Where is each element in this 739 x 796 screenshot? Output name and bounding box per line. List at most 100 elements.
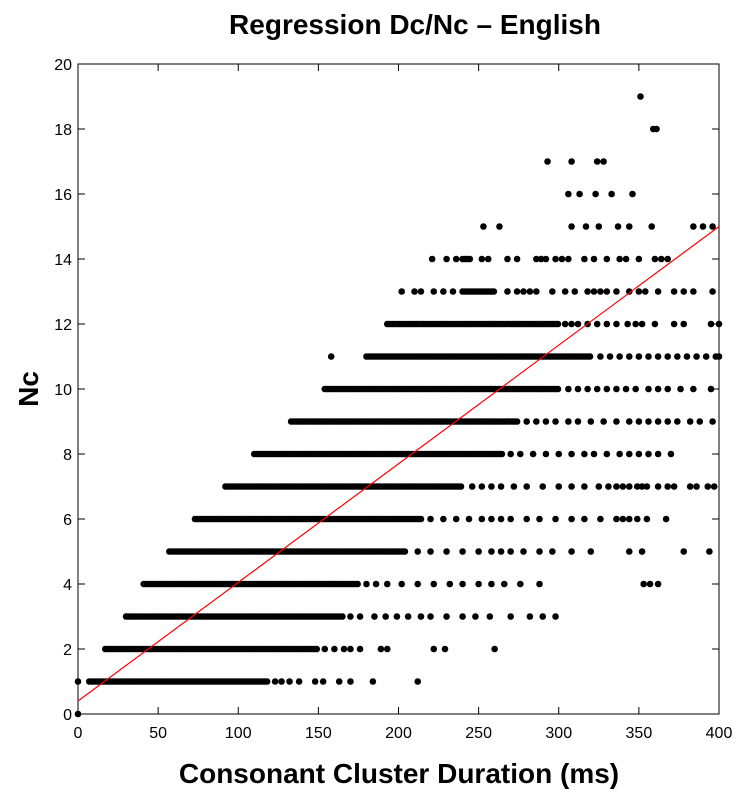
data-point bbox=[645, 385, 652, 393]
data-point bbox=[286, 678, 293, 685]
y-axis-label: Nc bbox=[13, 371, 44, 407]
data-point bbox=[430, 580, 438, 588]
data-point bbox=[523, 483, 530, 490]
data-point bbox=[398, 580, 406, 588]
x-tick-label: 400 bbox=[706, 725, 733, 742]
data-point bbox=[635, 418, 643, 425]
data-point bbox=[664, 353, 672, 360]
data-point bbox=[549, 288, 556, 295]
data-point bbox=[635, 255, 643, 263]
data-point bbox=[347, 645, 354, 653]
data-point bbox=[643, 515, 651, 523]
data-point bbox=[670, 320, 678, 328]
data-point bbox=[459, 613, 466, 620]
data-point bbox=[603, 385, 611, 393]
data-point bbox=[484, 255, 492, 263]
data-point bbox=[613, 418, 620, 425]
data-point bbox=[674, 418, 681, 425]
data-point bbox=[356, 613, 364, 620]
data-point bbox=[614, 223, 622, 230]
data-point bbox=[619, 515, 627, 523]
data-point bbox=[670, 288, 678, 295]
data-point bbox=[452, 515, 460, 523]
data-point bbox=[693, 353, 700, 360]
data-point bbox=[565, 418, 572, 425]
data-point bbox=[319, 678, 327, 685]
data-point bbox=[632, 320, 639, 328]
data-point bbox=[710, 483, 718, 490]
data-point bbox=[582, 223, 590, 230]
data-point bbox=[452, 255, 460, 263]
y-tick-label: 8 bbox=[63, 447, 72, 464]
data-point bbox=[504, 255, 511, 263]
data-point bbox=[568, 483, 575, 490]
data-point bbox=[498, 450, 506, 458]
data-point bbox=[603, 450, 611, 458]
data-point bbox=[587, 548, 595, 555]
data-point bbox=[278, 678, 285, 685]
data-point bbox=[613, 320, 620, 328]
data-point bbox=[597, 288, 604, 295]
data-point bbox=[584, 385, 591, 393]
x-tick-label: 0 bbox=[74, 725, 83, 742]
data-point bbox=[633, 515, 641, 523]
data-point bbox=[428, 255, 436, 263]
data-point bbox=[597, 515, 604, 523]
data-point bbox=[664, 255, 672, 263]
data-point bbox=[683, 353, 691, 360]
data-point bbox=[635, 450, 643, 458]
data-point bbox=[552, 255, 559, 263]
data-point bbox=[707, 320, 715, 328]
data-point bbox=[295, 678, 303, 685]
data-point bbox=[536, 515, 543, 523]
data-point bbox=[603, 288, 611, 295]
data-point bbox=[472, 613, 479, 620]
data-point bbox=[354, 580, 361, 588]
data-point bbox=[555, 450, 563, 458]
data-point bbox=[561, 320, 569, 328]
data-point bbox=[619, 483, 627, 490]
data-point bbox=[441, 645, 449, 653]
data-point bbox=[654, 450, 662, 458]
data-point bbox=[500, 580, 508, 588]
data-point bbox=[625, 548, 633, 555]
data-point bbox=[486, 613, 494, 620]
data-point bbox=[552, 418, 559, 425]
data-point bbox=[414, 548, 422, 555]
x-tick-label: 150 bbox=[305, 725, 332, 742]
data-point bbox=[554, 385, 562, 393]
data-point bbox=[507, 548, 514, 555]
data-point bbox=[427, 548, 434, 555]
data-point bbox=[709, 288, 716, 295]
data-point bbox=[590, 288, 598, 295]
data-point bbox=[404, 613, 412, 620]
data-point bbox=[542, 418, 550, 425]
data-point bbox=[507, 515, 514, 523]
data-points bbox=[74, 93, 723, 718]
data-point bbox=[622, 255, 630, 263]
data-point bbox=[565, 190, 572, 198]
data-point bbox=[488, 483, 495, 490]
data-point bbox=[693, 483, 700, 490]
data-point bbox=[363, 580, 370, 588]
data-point bbox=[638, 320, 646, 328]
y-axis-ticks: 0 2 4 6 8 10 12 14 16 18 20 bbox=[54, 57, 719, 724]
data-point bbox=[638, 483, 646, 490]
data-point bbox=[707, 385, 715, 393]
data-point bbox=[371, 613, 378, 620]
data-point bbox=[613, 385, 620, 393]
data-point bbox=[398, 288, 406, 295]
data-point bbox=[625, 483, 633, 490]
data-point bbox=[645, 418, 652, 425]
data-point bbox=[568, 320, 575, 328]
data-point bbox=[507, 613, 514, 620]
data-point bbox=[356, 645, 364, 653]
y-tick-label: 20 bbox=[54, 57, 72, 74]
y-tick-label: 18 bbox=[54, 122, 72, 139]
data-point bbox=[568, 548, 575, 555]
data-point bbox=[513, 288, 521, 295]
data-point bbox=[526, 288, 534, 295]
data-point bbox=[690, 223, 697, 230]
data-point bbox=[680, 288, 688, 295]
